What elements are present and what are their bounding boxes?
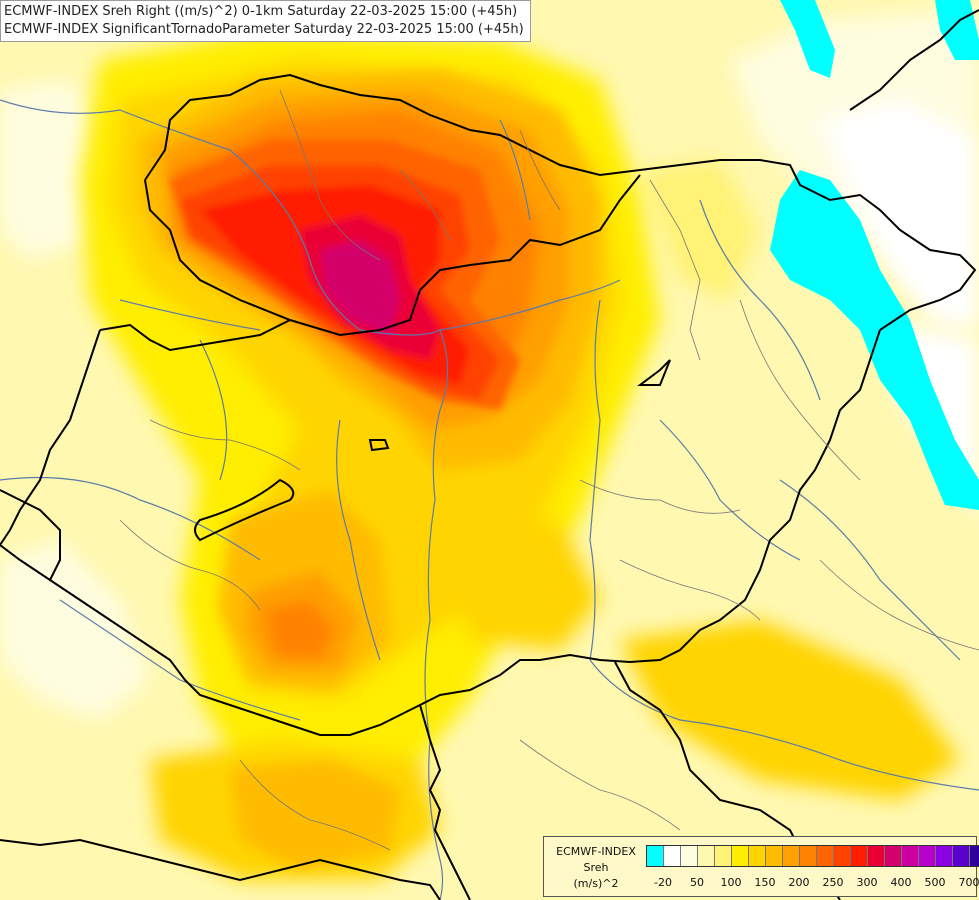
legend-tick-label: 100 [720,876,742,889]
national-borders [0,9,979,900]
legend-swatch [732,846,749,866]
legend-swatch [698,846,715,866]
legend-swatch [664,846,681,866]
field-pale-areas [0,10,979,720]
legend-swatch [800,846,817,866]
color-legend: ECMWF-INDEX Sreh (m/s)^2 -20 50 100 150 200 2… [543,836,979,897]
legend-swatch [970,846,979,866]
legend-tick-label: 500 [924,876,946,889]
map-title-box: ECMWF-INDEX Sreh Right ((m/s)^2) 0-1km S… [0,0,531,42]
legend-swatch [936,846,953,866]
map-title-stp: ECMWF-INDEX SignificantTornadoParameter … [4,22,524,37]
legend-tick-label: 250 [822,876,844,889]
legend-color-bar [646,845,979,867]
legend-swatch [715,846,732,866]
legend-tick-label: 400 [890,876,912,889]
legend-tick-label: 50 [690,876,704,889]
legend-swatch [647,846,664,866]
legend-swatch [851,846,868,866]
legend-swatch [749,846,766,866]
map-title-sreh: ECMWF-INDEX Sreh Right ((m/s)^2) 0-1km S… [4,4,518,19]
legend-tick-label: 150 [754,876,776,889]
legend-unit-label: (m/s)^2 [573,877,619,890]
legend-swatch [766,846,783,866]
legend-tick-label: -20 [654,876,672,889]
legend-swatch [834,846,851,866]
legend-swatch [868,846,885,866]
rivers [0,99,979,900]
legend-tick-label: 700 [958,876,979,889]
legend-swatch [885,846,902,866]
legend-swatch [953,846,970,866]
regional-borders [119,89,979,851]
legend-swatch [681,846,698,866]
legend-variable-label: Sreh [583,861,609,874]
legend-model-label: ECMWF-INDEX [556,845,636,858]
legend-swatch [817,846,834,866]
legend-swatch [919,846,936,866]
legend-tick-label: 300 [856,876,878,889]
legend-tick-label: 200 [788,876,810,889]
legend-swatch [783,846,800,866]
legend-swatch [902,846,919,866]
